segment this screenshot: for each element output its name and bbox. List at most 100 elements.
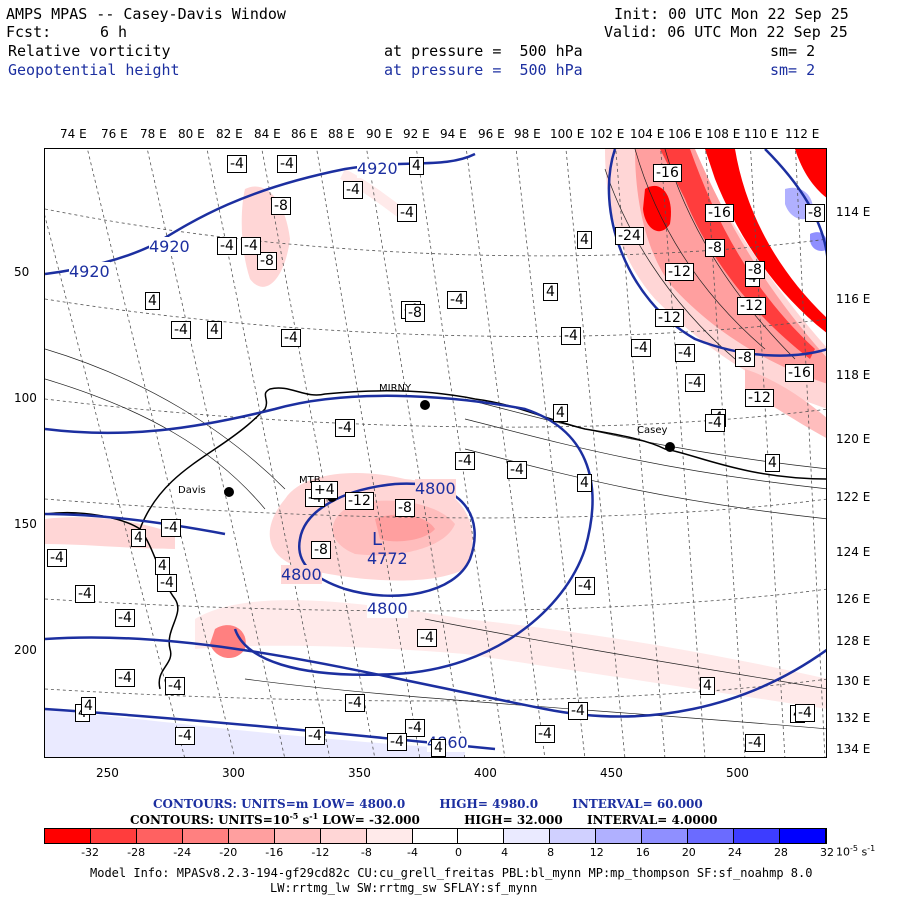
station-casey: Casey [637,425,668,436]
se-pink [745,369,826,438]
vorticity-value-label: -4 [227,155,247,173]
height-label: 4920 [357,159,398,178]
right-longitude-label: 120 E [836,432,871,446]
colorbar-label: -24 [173,846,192,859]
vorticity-value-label: 4 [409,157,424,175]
coastline [45,387,826,531]
left-tick-label: 150 [14,517,37,531]
coastline-west [139,528,179,690]
vorticity-value-label: -4 [417,629,437,647]
vorticity-value-label: 4 [577,474,592,492]
station-mirny: MIRNY [379,383,412,394]
colorbar-label: 0 [455,846,463,859]
colorbar-label: 8 [547,846,555,859]
southwest-band [195,600,826,709]
top-longitude-label: 110 E [744,127,779,141]
vorticity-value-label: -4 [685,374,705,392]
right-longitude-label: 134 E [836,742,871,756]
colorbar-label: -8 [360,846,372,859]
vorticity-value-label: 4 [543,283,558,301]
top-longitude-label: 98 E [514,127,541,141]
vorticity-value-label: -4 [335,419,355,437]
top-longitude-label: 90 E [366,127,393,141]
vorticity-value-label: -4 [161,519,181,537]
right-longitude-label: 130 E [836,674,871,688]
right-longitude-label: 114 E [836,205,871,219]
vorticity-value-label: -8 [735,349,755,367]
colorbar-swatch [504,829,551,843]
colorbar-swatch [550,829,597,843]
vorticity-value-label: -12 [665,263,694,281]
vorticity-value-label: -4 [165,677,185,695]
vorticity-value-label: -8 [405,304,425,322]
colorbar-swatch [642,829,689,843]
colorbar-swatch [366,829,413,843]
top-longitude-label: 100 E [550,127,585,141]
vorticity-value-label: -16 [653,164,682,182]
right-longitude-label: 122 E [836,490,871,504]
vorticity-contour-info: CONTOURS: UNITS=10-5 s-1 LOW= -32.000 HI… [130,811,718,827]
sw-blue-band [45,709,465,757]
top-longitude-label: 106 E [668,127,703,141]
vorticity-value-label: 4 [700,677,715,695]
vorticity-value-label: 4 [81,697,96,715]
vorticity-value-label: -16 [785,364,814,382]
vorticity-value-label: -4 [241,237,261,255]
top-longitude-label: 88 E [328,127,355,141]
ne-band-core [660,149,815,359]
vorticity-value-label: -4 [568,702,588,720]
left-tick-label: 100 [14,391,37,405]
vorticity-value-label: 4 [207,321,222,339]
colorbar-swatch [780,829,826,843]
vorticity-value-label: -4 [75,585,95,603]
map-panel: Davis MTB MIRNY Casey 4920 4920 4920 480… [44,148,827,758]
top-longitude-label: 104 E [630,127,665,141]
vorticity-value-label: -4 [281,329,301,347]
vorticity-value-label: -12 [737,297,766,315]
vorticity-value-label: -4 [157,574,177,592]
right-longitude-label: 128 E [836,634,871,648]
vorticity-value-label: -4 [561,327,581,345]
mirny-marker [420,400,430,410]
vorticity-value-label: -4 [387,733,407,751]
valid-time: Valid: 06 UTC Mon 22 Sep 25 [604,23,848,41]
davis-marker [224,487,234,497]
colorbar-swatch [274,829,321,843]
field2-name: Geopotential height [8,61,180,79]
top-longitude-label: 84 E [254,127,281,141]
vorticity-value-label: -4 [345,694,365,712]
right-longitude-label: 132 E [836,711,871,725]
bottom-tick-label: 300 [222,766,245,780]
height-label: 4920 [69,262,110,281]
right-longitude-label: 116 E [836,292,871,306]
right-longitude-label: 118 E [836,368,871,382]
vorticity-value-label: -4 [397,204,417,222]
field2-sm: sm= 2 [770,61,816,79]
top-longitude-label: 102 E [590,127,625,141]
vorticity-value-label: -16 [705,204,734,222]
vorticity-value-label: -8 [745,261,765,279]
vorticity-value-label: 4 [131,529,146,547]
colorbar-swatch [228,829,275,843]
vorticity-value-label: 4 [553,404,568,422]
field1-sm: sm= 2 [770,42,816,60]
colorbar-label: 28 [773,846,788,859]
ne-stripe [705,149,826,333]
right-longitude-label: 124 E [836,545,871,559]
top-longitude-label: 108 E [706,127,741,141]
vorticity-value-label: -12 [345,492,374,510]
vorticity-value-label: -4 [175,727,195,745]
colorbar-label: 20 [681,846,696,859]
vorticity-shading [45,149,826,757]
colorbar-swatch [136,829,183,843]
colorbar-swatch [688,829,735,843]
vorticity-value-label: -4 [217,237,237,255]
vorticity-value-label: -24 [615,227,644,245]
field1-name: Relative vorticity [8,42,171,60]
colorbar-label: 4 [501,846,509,859]
fcst-value: 6 h [100,23,128,41]
vorticity-value-label: -4 [575,577,595,595]
far-ne-red [795,149,826,198]
vorticity-value-label: -4 [343,181,363,199]
top-longitude-label: 78 E [140,127,167,141]
